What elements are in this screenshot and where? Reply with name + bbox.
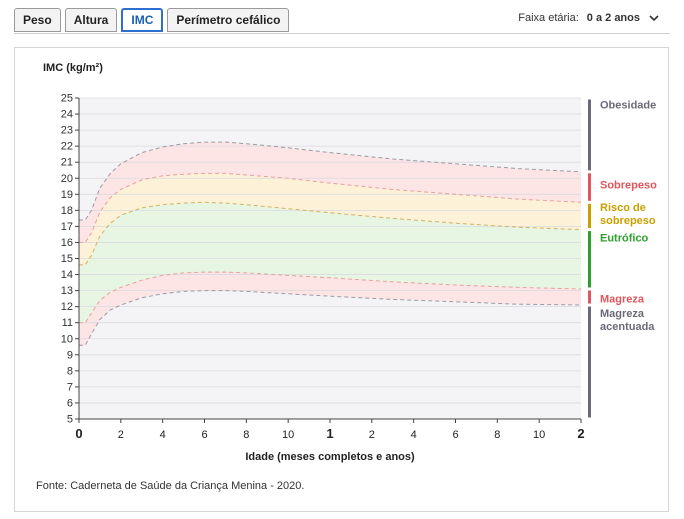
percentile-curve-0	[79, 141, 582, 221]
chevron-down-icon[interactable]	[648, 12, 660, 24]
x-tick-label: 10	[282, 429, 294, 441]
chart-source: Fonte: Caderneta de Saúde da Criança Men…	[36, 480, 305, 492]
tab-bar: Peso Altura IMC Perímetro cefálico	[14, 8, 290, 32]
y-tick-label: 19	[61, 189, 73, 201]
x-tick-label: 6	[201, 429, 207, 441]
tab-imc[interactable]: IMC	[121, 8, 164, 32]
y-tick-label: 17	[61, 221, 73, 233]
age-range-select[interactable]: Faixa etária: 0 a 2 anos	[518, 12, 660, 24]
y-tick-label: 22	[61, 141, 73, 153]
band-eutrofico	[79, 202, 581, 323]
y-tick-label: 13	[61, 285, 73, 297]
band-risco-sobrepeso	[79, 173, 581, 265]
y-tick-label: 15	[61, 253, 73, 265]
percentile-curve-2	[79, 201, 582, 266]
y-tick-label: 14	[61, 269, 73, 281]
zone-label: Magreza	[600, 294, 645, 306]
tab-altura[interactable]: Altura	[64, 8, 118, 32]
y-tick-label: 8	[67, 365, 73, 377]
y-tick-label: 20	[61, 173, 73, 185]
y-tick-label: 5	[67, 414, 73, 426]
x-tick-label: 8	[243, 429, 249, 441]
percentile-curve-1	[79, 172, 582, 243]
tab-peso[interactable]: Peso	[14, 8, 61, 32]
tab-perimetro-cefalico[interactable]: Perímetro cefálico	[167, 8, 290, 32]
x-tick-label: 0	[75, 426, 82, 441]
x-tick-label: 8	[494, 429, 500, 441]
zone-label: Magreza acentuada	[600, 308, 655, 333]
y-tick-label: 18	[61, 205, 73, 217]
y-tick-label: 23	[61, 125, 73, 137]
x-tick-label: 2	[577, 426, 584, 441]
y-tick-label: 7	[67, 381, 73, 393]
y-tick-label: 21	[61, 157, 73, 169]
y-tick-label: 11	[62, 317, 73, 329]
x-tick-label: 10	[533, 429, 545, 441]
percentile-curve-3	[79, 271, 582, 324]
y-tick-label: 16	[61, 237, 73, 249]
y-axis-label: IMC (kg/m²)	[43, 62, 103, 74]
zone-bar-0	[588, 99, 591, 171]
x-tick-label: 4	[160, 429, 166, 441]
zone-bar-2	[588, 203, 591, 229]
band-sobrepeso	[79, 142, 581, 243]
percentile-curve-4	[79, 290, 582, 346]
age-range-value: 0 a 2 anos	[586, 12, 640, 24]
age-range-label: Faixa etária:	[518, 12, 579, 24]
zone-label: Sobrepeso	[600, 180, 657, 192]
x-tick-label: 2	[118, 429, 124, 441]
y-tick-label: 25	[61, 93, 73, 105]
y-tick-label: 10	[61, 333, 73, 345]
y-tick-label: 9	[67, 349, 73, 361]
x-tick-label: 4	[411, 429, 417, 441]
y-tick-label: 6	[67, 397, 73, 409]
x-tick-label: 2	[369, 429, 375, 441]
x-tick-label: 6	[452, 429, 458, 441]
y-tick-label: 12	[61, 301, 73, 313]
zone-bar-5	[588, 306, 591, 418]
y-tick-label: 24	[61, 109, 73, 121]
zone-bar-1	[588, 173, 591, 201]
zone-label: Obesidade	[600, 99, 656, 111]
zone-label: Eutrófico	[600, 233, 649, 245]
tab-divider	[14, 33, 670, 34]
chart-panel: 5 6 7 8 9 10 11 12 13 14 15 16 17 18 19 20 21 22 23 24 25 0 2 4…	[14, 47, 669, 512]
x-tick-label: 1	[326, 426, 333, 441]
zone-bar-3	[588, 231, 591, 288]
zone-label: Risco de sobrepeso	[600, 202, 656, 227]
x-axis-label: Idade (meses completos e anos)	[245, 451, 415, 463]
zone-bar-4	[588, 290, 591, 304]
